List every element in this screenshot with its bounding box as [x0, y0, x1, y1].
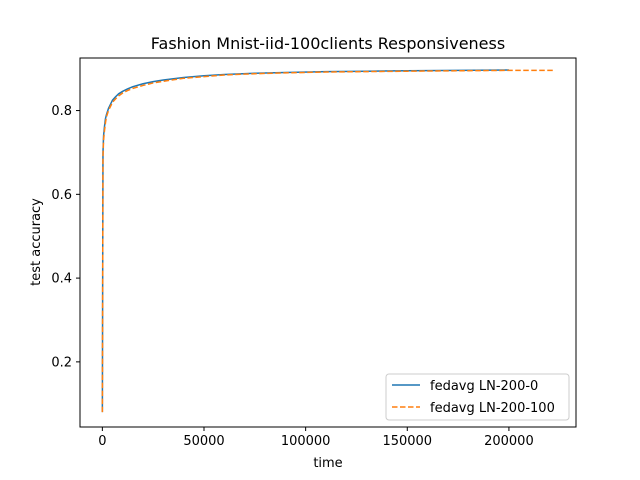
- legend: fedavg LN-200-0 fedavg LN-200-100: [385, 373, 570, 421]
- y-tick-label: 0.6: [51, 188, 72, 203]
- chart-title: Fashion Mnist-iid-100clients Responsiven…: [151, 34, 505, 53]
- x-tick-label: 50000: [183, 434, 224, 449]
- y-tick-label: 0.4: [51, 272, 72, 287]
- plot-lines: [101, 69, 554, 413]
- y-tick-label: 0.8: [51, 104, 72, 119]
- plot-frame: [79, 57, 577, 428]
- legend-label-series-1: fedavg LN-200-0: [430, 379, 538, 394]
- legend-box: [385, 373, 570, 421]
- x-tick-label: 100000: [281, 434, 331, 449]
- x-tick-label: 150000: [382, 434, 432, 449]
- x-axis-label: time: [313, 456, 342, 471]
- legend-label-series-2: fedavg LN-200-100: [430, 401, 555, 416]
- x-tick-label: 200000: [484, 434, 534, 449]
- x-tick-label: 0: [98, 434, 106, 449]
- y-axis-label: test accuracy: [29, 198, 44, 286]
- series-line-2: [101, 69, 554, 413]
- x-axis-ticks: 0 50000 100000 150000 200000: [98, 427, 534, 449]
- y-tick-label: 0.2: [51, 355, 72, 370]
- y-axis-ticks: 0.2 0.4 0.6 0.8: [51, 104, 80, 370]
